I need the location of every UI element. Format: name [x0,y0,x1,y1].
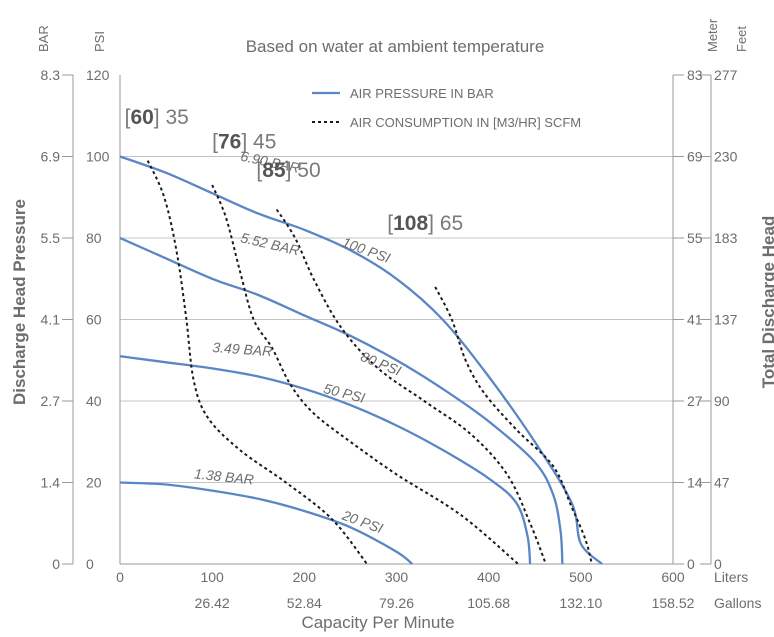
feet-tick-label: 277 [714,67,738,83]
psi-tick-label: 120 [86,67,110,83]
gallons-tick-label: 132.10 [559,595,602,611]
legend: AIR PRESSURE IN BAR AIR CONSUMPTION IN [… [312,86,581,130]
psi-curve-label: 100 PSI [340,234,392,266]
gallons-tick-label: 105.68 [467,595,510,611]
bar-unit-label: BAR [36,25,51,52]
chart-title: Based on water at ambient temperature [246,37,545,56]
air-consumption-line [275,208,547,565]
gallons-tick-label: 26.42 [195,595,230,611]
feet-tick-label: 47 [714,475,730,491]
liters-tick-label: 300 [385,569,409,585]
liters-unit-label: Liters [714,569,748,585]
x-axis-title: Capacity Per Minute [301,613,454,632]
liters-tick-label: 500 [569,569,593,585]
liters-tick-label: 100 [200,569,224,585]
feet-tick-label: 90 [714,393,730,409]
legend-label-air-consumption: AIR CONSUMPTION IN [M3/HR] SCFM [350,115,581,130]
meter-tick-label: 27 [687,393,703,409]
air-pressure-line [119,481,413,565]
bar-tick-label: 4.1 [41,312,61,328]
bar-curve-label: 1.38 BAR [193,465,254,487]
consumption-annotation: [108] 65 [387,212,463,235]
meter-tick-label: 14 [687,475,703,491]
y-axis-left-title: Discharge Head Pressure [10,199,29,405]
bar-tick-label: 0 [52,556,60,572]
feet-tick-label: 0 [714,556,722,572]
liters-tick-label: 200 [293,569,317,585]
meter-tick-label: 0 [687,556,695,572]
bar-curve-label: 3.49 BAR [212,339,273,359]
psi-unit-label: PSI [92,31,107,52]
psi-tick-label: 60 [86,312,102,328]
y-axis-right-title: Total Discharge Head [759,216,774,389]
bar-tick-label: 1.4 [41,475,61,491]
psi-tick-label: 20 [86,475,102,491]
air-pressure-line [119,236,564,565]
air-consumption-line [146,160,368,565]
bar-tick-label: 8.3 [41,67,61,83]
bar-tick-label: 5.5 [41,230,61,246]
feet-tick-label: 137 [714,312,738,328]
feet-unit-label: Feet [734,26,749,52]
liters-tick-label: 400 [477,569,501,585]
series-lines [119,155,603,565]
meter-tick-label: 69 [687,149,703,165]
consumption-annotation: [60] 35 [125,106,189,129]
gallons-tick-label: 79.26 [379,595,414,611]
legend-label-air-pressure: AIR PRESSURE IN BAR [350,86,494,101]
meter-tick-label: 55 [687,230,703,246]
consumption-annotation: [85] 50 [256,159,320,182]
psi-tick-label: 100 [86,149,110,165]
bar-tick-label: 2.7 [41,393,61,409]
liters-tick-label: 600 [661,569,685,585]
meter-tick-label: 41 [687,312,703,328]
psi-tick-label: 0 [86,556,94,572]
feet-tick-label: 230 [714,149,738,165]
bar-curve-label: 5.52 BAR [239,229,301,258]
gallons-unit-label: Gallons [714,595,761,611]
gallons-tick-label: 158.52 [652,595,695,611]
air-pressure-line [119,155,603,565]
psi-tick-label: 40 [86,393,102,409]
air-consumption-line [434,286,593,565]
liters-tick-label: 0 [116,569,124,585]
meter-unit-label: Meter [705,18,720,52]
psi-tick-label: 80 [86,230,102,246]
air-pressure-line [119,355,532,565]
grid-lines [120,156,673,483]
consumption-annotation: [76] 45 [212,130,276,153]
air-consumption-line [211,184,519,565]
gallons-tick-label: 52.84 [287,595,322,611]
feet-tick-label: 183 [714,230,738,246]
bar-tick-label: 6.9 [41,149,61,165]
axes: 0 0 0 0 1.4 20 14 47 2.7 40 27 90 4.1 60 41 137 5.5 80 55 1… [41,67,738,611]
meter-tick-label: 83 [687,67,703,83]
